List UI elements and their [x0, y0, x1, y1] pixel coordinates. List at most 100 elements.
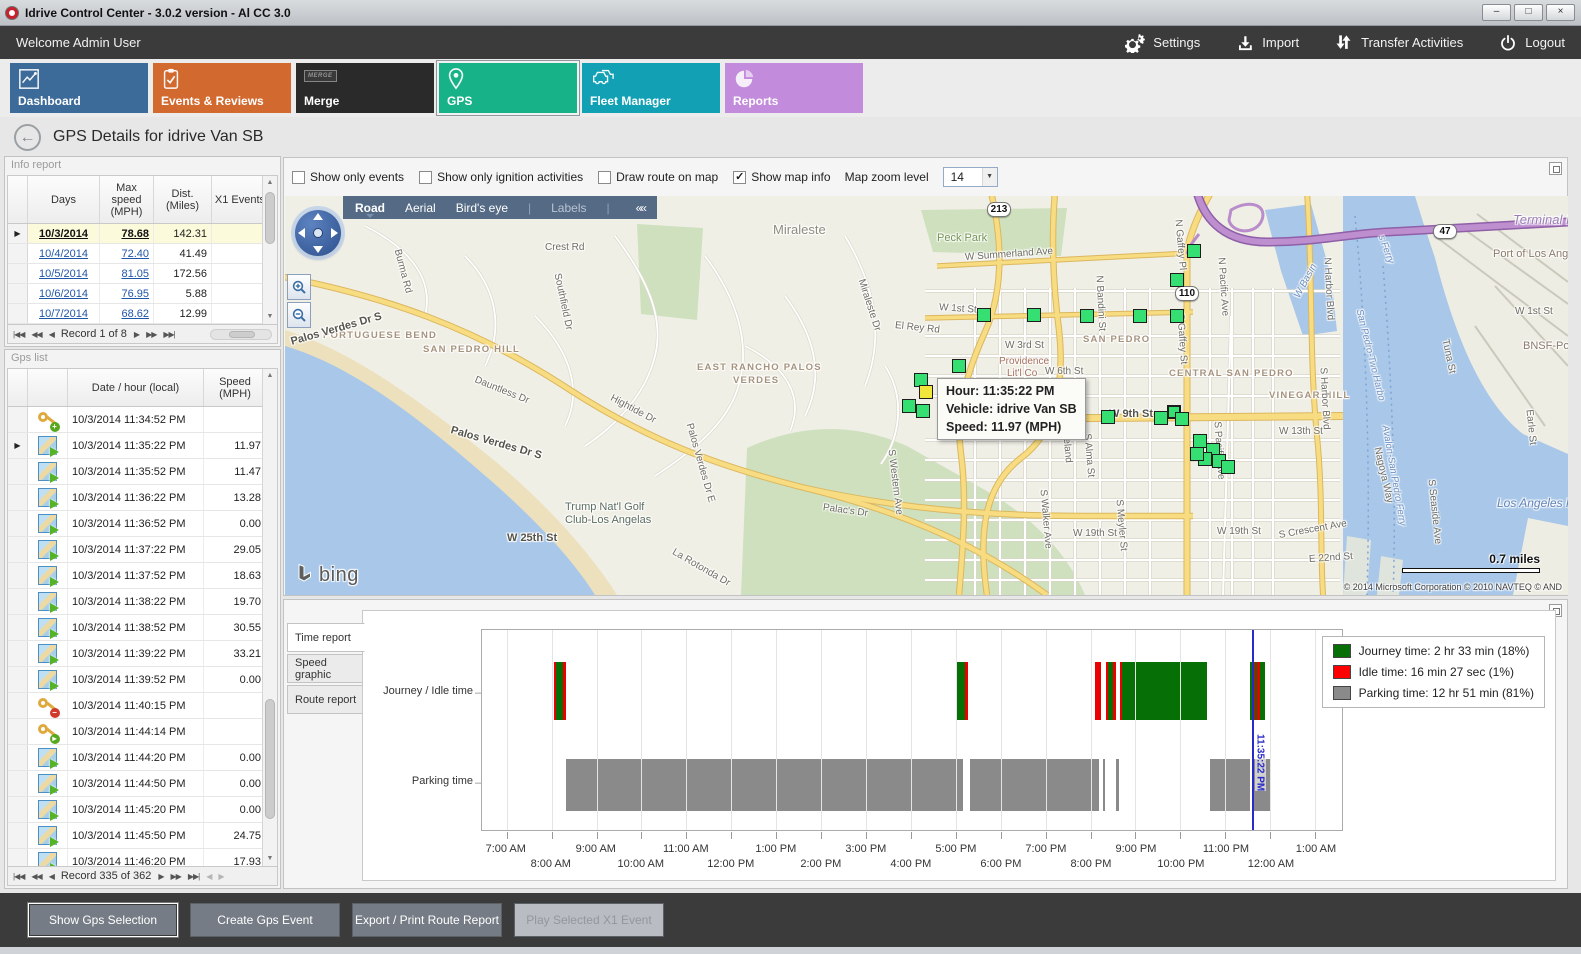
max-speed-link[interactable]: 81.05: [121, 267, 149, 280]
map-compass-control[interactable]: [295, 210, 341, 256]
gps-marker[interactable]: [1170, 309, 1184, 323]
column-header-x1-events[interactable]: X1 Events: [214, 193, 266, 206]
unchecked-checkbox-icon[interactable]: [598, 170, 612, 184]
map-option-checkbox[interactable]: Draw route on map: [598, 170, 718, 184]
horizontal-scrollbar[interactable]: [210, 328, 272, 340]
close-button[interactable]: ×: [1546, 4, 1575, 21]
map-view-bird-s-eye[interactable]: Bird's eye: [455, 200, 508, 215]
tile-fleet-manager[interactable]: Fleet Manager: [582, 63, 720, 113]
import-button[interactable]: Import: [1236, 34, 1299, 52]
next-record-button[interactable]: ▶: [158, 871, 164, 881]
map-panel-collapse-button[interactable]: [1549, 162, 1562, 175]
first-record-button[interactable]: |◀◀: [13, 329, 25, 339]
map-option-checkbox[interactable]: ✓ Show map info: [733, 170, 831, 184]
table-row[interactable]: ▶ 10/3/2014 78.68 142.31: [8, 224, 277, 244]
map-view-labels[interactable]: Labels: [551, 200, 587, 215]
pan-left-icon[interactable]: [298, 228, 305, 238]
table-row[interactable]: 10/3/2014 11:38:52 PM 30.55: [8, 615, 277, 641]
gps-marker[interactable]: [977, 308, 991, 322]
gps-marker[interactable]: [1133, 309, 1147, 323]
table-row[interactable]: 10/4/2014 72.40 41.49: [8, 244, 277, 264]
show-gps-selection-button[interactable]: Show Gps Selection: [28, 903, 178, 937]
gps-marker[interactable]: [1080, 309, 1094, 323]
tile-reports[interactable]: Reports: [725, 63, 863, 113]
bing-map[interactable]: Miraleste Peck Park W Summerland Ave Crest …: [285, 196, 1568, 595]
table-row[interactable]: 10/3/2014 11:39:22 PM 33.21: [8, 641, 277, 667]
scroll-down-icon[interactable]: ▼: [266, 855, 274, 862]
column-header-max-speed[interactable]: Max speed (MPH): [100, 176, 154, 223]
scroll-right-icon[interactable]: ▶: [218, 871, 224, 881]
tab-time-report[interactable]: Time report: [287, 623, 365, 652]
prev-record-button[interactable]: ◀: [48, 329, 55, 339]
pan-right-icon[interactable]: [331, 228, 338, 238]
next-page-button[interactable]: ▶▶: [146, 329, 157, 339]
maximize-button[interactable]: □: [1514, 4, 1543, 21]
max-speed-link[interactable]: 76.95: [121, 287, 149, 300]
pan-up-icon[interactable]: [313, 213, 323, 220]
gps-marker[interactable]: [1193, 434, 1207, 448]
table-row[interactable]: ▶ 10/3/2014 11:35:22 PM 11.97: [8, 433, 277, 459]
tile-events-reviews[interactable]: Events & Reviews: [153, 63, 291, 113]
column-header-datetime[interactable]: Date / hour (local): [68, 369, 204, 406]
checked-checkbox-icon[interactable]: ✓: [733, 170, 747, 184]
table-row[interactable]: 10/3/2014 11:45:20 PM 0.00: [8, 797, 277, 823]
table-row[interactable]: 10/3/2014 11:35:52 PM 11.47: [8, 459, 277, 485]
create-gps-event-button[interactable]: Create Gps Event: [190, 903, 340, 937]
tile-gps[interactable]: GPS: [439, 63, 577, 113]
table-row[interactable]: 10/3/2014 11:37:52 PM 18.63: [8, 563, 277, 589]
map-zoom-in-button[interactable]: [287, 274, 311, 300]
next-record-button[interactable]: ▶: [133, 329, 140, 339]
map-option-checkbox[interactable]: Show only ignition activities: [419, 170, 583, 184]
day-link[interactable]: 10/7/2014: [39, 307, 88, 320]
day-link[interactable]: 10/3/2014: [39, 227, 88, 240]
info-report-vertical-scrollbar[interactable]: ▲ ▼: [262, 176, 277, 324]
day-link[interactable]: 10/5/2014: [39, 267, 88, 280]
table-row[interactable]: −10/3/2014 11:40:15 PM: [8, 693, 277, 719]
table-row[interactable]: 10/3/2014 11:36:52 PM 0.00: [8, 511, 277, 537]
column-header-dist[interactable]: Dist. (Miles): [154, 176, 212, 223]
gps-marker[interactable]: [1175, 412, 1189, 426]
map-zoom-out-button[interactable]: [287, 302, 311, 328]
table-row[interactable]: 10/3/2014 11:39:52 PM 0.00: [8, 667, 277, 693]
max-speed-link[interactable]: 72.40: [121, 247, 149, 260]
table-row[interactable]: 10/3/2014 11:37:22 PM 29.05: [8, 537, 277, 563]
compass-center[interactable]: [313, 228, 323, 238]
map-zoom-level-select[interactable]: 14 ▼: [942, 167, 998, 187]
selected-gps-marker[interactable]: [919, 385, 933, 399]
prev-page-button[interactable]: ◀◀: [31, 871, 42, 881]
gps-marker[interactable]: [916, 404, 930, 418]
table-row[interactable]: 10/7/2014 68.62 12.99: [8, 304, 277, 324]
prev-page-button[interactable]: ◀◀: [31, 329, 42, 339]
settings-button[interactable]: Settings: [1125, 33, 1200, 53]
scroll-down-icon[interactable]: ▼: [266, 313, 274, 320]
first-record-button[interactable]: |◀◀: [13, 871, 25, 881]
last-record-button[interactable]: ▶▶|: [187, 871, 200, 881]
last-record-button[interactable]: ▶▶|: [163, 329, 175, 339]
scroll-up-icon[interactable]: ▲: [266, 372, 274, 379]
export-print-route-report-button[interactable]: Export / Print Route Report: [352, 903, 502, 937]
next-page-button[interactable]: ▶▶: [170, 871, 182, 881]
table-row[interactable]: 10/5/2014 81.05 172.56: [8, 264, 277, 284]
tab-route-report[interactable]: Route report: [287, 685, 363, 714]
table-row[interactable]: ▸ 10/3/2014 11:44:14 PM: [8, 719, 277, 745]
gps-marker[interactable]: [1027, 308, 1041, 322]
table-row[interactable]: 10/6/2014 76.95 5.88: [8, 284, 277, 304]
table-row[interactable]: 10/3/2014 11:45:50 PM 24.75: [8, 823, 277, 849]
table-row[interactable]: +10/3/2014 11:34:52 PM: [8, 407, 277, 433]
max-speed-link[interactable]: 68.62: [121, 307, 149, 320]
gps-marker[interactable]: [1101, 410, 1115, 424]
gps-marker[interactable]: [902, 399, 916, 413]
column-header-speed[interactable]: Speed (MPH): [219, 375, 251, 400]
gps-marker[interactable]: [1154, 411, 1168, 425]
gps-marker[interactable]: [1187, 244, 1201, 258]
scroll-up-icon[interactable]: ▲: [266, 179, 274, 186]
unchecked-checkbox-icon[interactable]: [419, 170, 433, 184]
gps-list-vertical-scrollbar[interactable]: ▲ ▼: [262, 369, 277, 866]
gps-marker[interactable]: [1221, 460, 1235, 474]
map-view-road[interactable]: Road: [355, 200, 385, 218]
pan-down-icon[interactable]: [313, 246, 323, 253]
logout-button[interactable]: Logout: [1499, 34, 1565, 52]
column-header-days[interactable]: Days: [28, 176, 100, 223]
prev-record-button[interactable]: ◀: [48, 871, 55, 881]
map-view-aerial[interactable]: Aerial: [405, 200, 436, 215]
